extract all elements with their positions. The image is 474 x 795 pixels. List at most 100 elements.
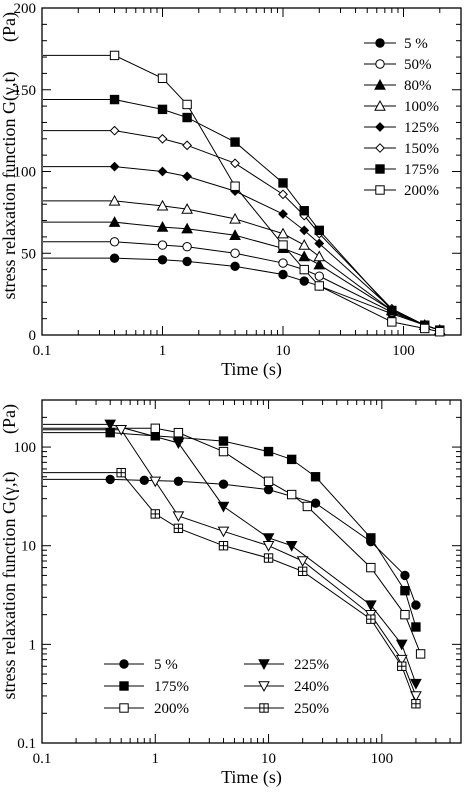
data-point-s5-p1	[157, 133, 168, 144]
y-tick-label: 0	[29, 328, 37, 344]
data-point-s1-p8	[400, 585, 410, 596]
data-point-s2-p8	[415, 649, 426, 659]
data-point-s2-p6	[366, 562, 376, 573]
legend-label: 50%	[404, 57, 432, 73]
data-point-s3-p5	[298, 239, 311, 250]
series-line-6	[43, 99, 440, 331]
data-point-s2-p6	[313, 258, 326, 270]
data-point-s1-p6	[314, 271, 324, 281]
data-point-s3-p3	[229, 212, 241, 224]
data-point-s2-p2	[181, 222, 193, 234]
data-point-s2-p7	[400, 609, 410, 620]
data-point-s5-p1	[150, 509, 160, 519]
legend-label: 150%	[404, 141, 439, 157]
data-point-s0-p2	[182, 256, 192, 267]
legend-marker	[375, 185, 385, 195]
data-point-s5-p3	[218, 541, 229, 551]
legend-label: 125%	[404, 120, 439, 136]
series-line-3	[43, 423, 417, 684]
data-point-s5-p0	[109, 125, 120, 136]
y-tick-label: 100	[14, 440, 37, 456]
series-line-4	[43, 429, 417, 697]
legend-marker	[374, 78, 386, 90]
series-line-0	[43, 478, 417, 606]
data-point-s0-p5	[310, 498, 321, 508]
data-point-s4-p2	[172, 511, 185, 523]
data-point-s0-p5	[299, 276, 309, 286]
series-line-3	[43, 200, 440, 331]
y-tick-label: 10	[21, 539, 36, 555]
data-point-s0-p2	[173, 476, 184, 486]
legend-label: 80%	[404, 78, 432, 94]
data-point-s0-p8	[411, 600, 421, 610]
legend-label: 5 %	[154, 657, 178, 673]
data-point-s3-p1	[172, 438, 185, 450]
data-point-s7-p1	[157, 73, 168, 84]
y-axis-unit: (Pa)	[0, 404, 20, 434]
data-point-s3-p5	[365, 600, 377, 612]
data-point-s2-p0	[150, 423, 160, 433]
data-point-s4-p0	[109, 161, 120, 172]
data-point-s4-p3	[217, 526, 230, 538]
y-tick-label: 150	[14, 83, 37, 99]
data-point-s5-p3	[230, 158, 240, 169]
x-axis-label: Time (s)	[221, 359, 282, 380]
series-line-1	[43, 241, 440, 331]
data-point-s4-p4	[278, 209, 288, 219]
data-point-s7-p3	[230, 181, 240, 191]
chart-bottom-relaxation-log: 0.1 1 10 100 0.1 1 10 100 Time (s) stress relaxat…	[0, 399, 462, 788]
y-axis-label: stress relaxation function G(γ,t)	[0, 472, 20, 700]
data-point-s1-p0	[109, 237, 120, 247]
series-line-1	[43, 432, 417, 628]
data-point-s1-p1	[157, 240, 168, 250]
data-point-s2-p2	[218, 446, 229, 457]
legend-label: 240%	[294, 679, 329, 695]
data-point-s4-p2	[182, 171, 193, 182]
data-point-s1-p7	[366, 533, 376, 543]
legend-marker	[258, 659, 270, 671]
series-line-5	[43, 130, 440, 331]
series-line-2	[43, 427, 422, 655]
data-point-s4-p4	[262, 541, 275, 552]
data-point-s2-p4	[286, 489, 297, 500]
data-point-s7-p2	[182, 99, 192, 110]
data-point-s3-p6	[313, 250, 326, 262]
data-point-s5-p4	[263, 553, 274, 563]
data-point-s7-p6	[314, 281, 324, 291]
legend-marker	[119, 703, 129, 713]
data-point-s1-p6	[310, 472, 321, 482]
data-point-s1-p5	[286, 454, 297, 465]
data-point-s0-p4	[278, 269, 288, 280]
x-axis-label: Time (s)	[221, 767, 282, 788]
data-point-s5-p4	[278, 189, 288, 200]
data-point-s2-p3	[263, 476, 274, 486]
data-point-s1-p2	[182, 242, 192, 252]
y-tick-label: 100	[14, 165, 37, 181]
data-point-s4-p1	[149, 476, 162, 488]
x-tick-label: 0.1	[33, 343, 52, 359]
data-point-s2-p5	[298, 250, 311, 262]
chart-top-relaxation-linear: 0.1 1 10 100 0 50 100 150 200 Time (s) stress rela…	[0, 1, 462, 380]
series-line-0	[43, 257, 440, 331]
y-tick-label: 0.1	[17, 736, 36, 752]
y-tick-label: 200	[14, 1, 37, 17]
data-point-s7-p7	[387, 317, 397, 327]
data-point-s4-p7	[395, 654, 408, 666]
legend-marker	[375, 143, 385, 153]
y-tick-label: 1	[29, 637, 37, 653]
data-point-s2-p0	[108, 216, 121, 227]
data-point-s7-p9	[435, 327, 445, 337]
y-axis-label: stress relaxation function G(γ,t)	[0, 72, 20, 300]
data-point-s0-p1	[157, 255, 168, 265]
legend-marker	[375, 164, 385, 174]
legend-label: 200%	[404, 183, 439, 199]
data-point-s5-p0	[116, 467, 126, 478]
legend: 5 % 175% 200% 225% 240% 250%	[104, 657, 329, 717]
data-point-s6-p7	[387, 305, 397, 316]
data-point-s3-p4	[277, 227, 289, 239]
data-point-s4-p6	[314, 238, 325, 249]
x-tick-label: 10	[276, 343, 291, 359]
x-tick-label: 1	[159, 343, 167, 359]
data-point-s6-p5	[299, 206, 309, 216]
